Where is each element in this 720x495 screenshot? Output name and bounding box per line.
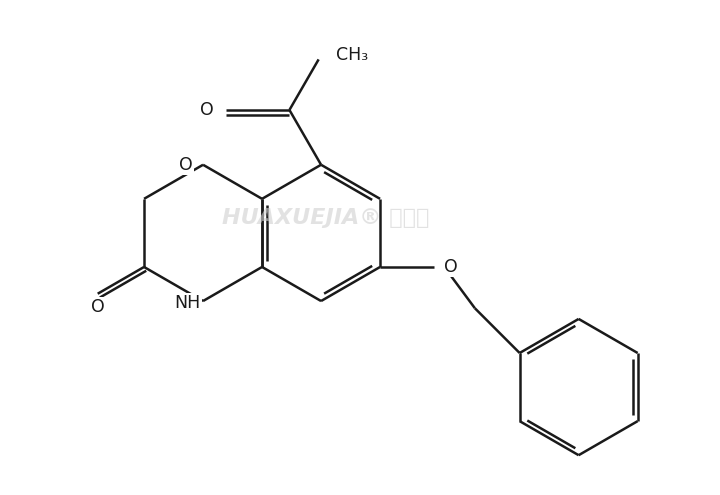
Text: O: O <box>179 156 192 174</box>
Text: CH₃: CH₃ <box>336 46 368 63</box>
Text: O: O <box>444 258 458 276</box>
Text: HUAXUEJIA® 化学加: HUAXUEJIA® 化学加 <box>222 208 430 228</box>
Text: NH: NH <box>174 295 201 312</box>
Text: O: O <box>91 298 104 316</box>
Text: O: O <box>200 101 214 119</box>
